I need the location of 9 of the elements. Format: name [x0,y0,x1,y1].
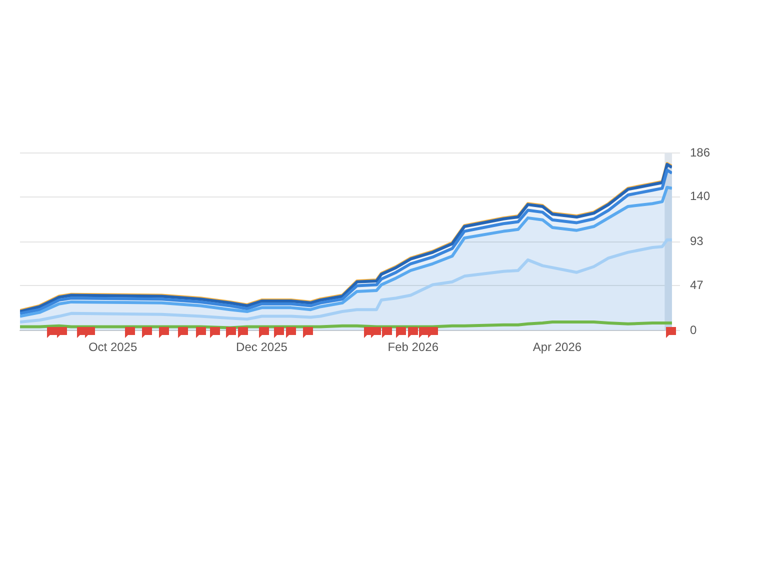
y-tick-label: 0 [690,322,697,337]
y-tick-label: 186 [690,145,710,160]
x-tick-label: Feb 2026 [388,340,439,354]
x-tick-label: Oct 2025 [88,340,138,354]
y-tick-label: 93 [690,234,704,248]
y-tick-label: 140 [690,189,710,204]
x-tick-label: Apr 2026 [532,340,582,354]
y-tick-label: 47 [690,278,704,292]
x-tick-label: Dec 2025 [236,340,288,354]
